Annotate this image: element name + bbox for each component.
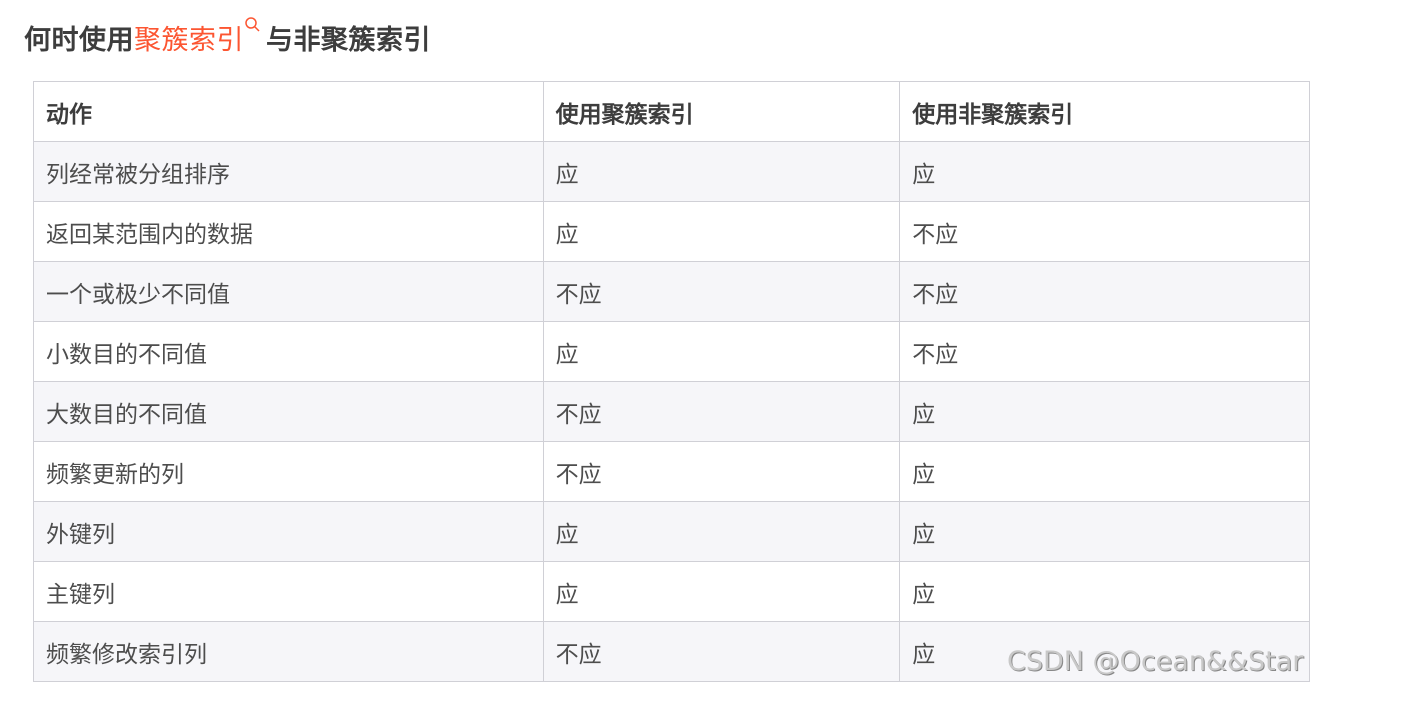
watermark: CSDN @Ocean&&Star [1007, 646, 1304, 677]
cell-clustered: 不应 [542, 441, 901, 502]
cell-clustered: 应 [542, 561, 901, 622]
cell-nonclustered: 应 [899, 381, 1310, 442]
index-usage-table: 动作 使用聚簇索引 使用非聚簇索引 列经常被分组排序应应返回某范围内的数据应不应… [33, 81, 1310, 682]
cell-action: 频繁修改索引列 [33, 621, 544, 682]
cell-nonclustered: 不应 [899, 261, 1310, 322]
cell-action: 主键列 [33, 561, 544, 622]
table-row: 列经常被分组排序应应 [33, 141, 1310, 202]
cell-action: 一个或极少不同值 [33, 261, 544, 322]
table-row: 小数目的不同值应不应 [33, 321, 1310, 382]
clustered-index-link[interactable]: 聚簇索引 [134, 25, 244, 56]
cell-action: 外键列 [33, 501, 544, 562]
page-title: 何时使用聚簇索引 与非聚簇索引 [24, 17, 431, 57]
cell-nonclustered: 应 [899, 141, 1310, 202]
table-row: 返回某范围内的数据应不应 [33, 201, 1310, 262]
title-suffix: 与非聚簇索引 [266, 25, 431, 56]
cell-nonclustered: 应 [899, 501, 1310, 562]
header-clustered: 使用聚簇索引 [542, 81, 901, 142]
table-row: 频繁修改索引列 不应应 [33, 621, 1310, 682]
cell-clustered: 应 [542, 141, 901, 202]
header-action: 动作 [33, 81, 544, 142]
cell-clustered: 不应 [542, 381, 901, 442]
cell-nonclustered: 不应 [899, 321, 1310, 382]
cell-action: 列经常被分组排序 [33, 141, 544, 202]
cell-clustered: 应 [542, 201, 901, 262]
cell-action: 小数目的不同值 [33, 321, 544, 382]
table-row: 频繁更新的列 不应应 [33, 441, 1310, 502]
cell-action: 大数目的不同值 [33, 381, 544, 442]
cell-clustered: 应 [542, 321, 901, 382]
title-prefix: 何时使用 [24, 25, 134, 56]
cell-nonclustered: 应 [899, 621, 1310, 682]
cell-clustered: 不应 [542, 621, 901, 682]
cell-clustered: 应 [542, 501, 901, 562]
cell-nonclustered: 应 [899, 561, 1310, 622]
cell-clustered: 不应 [542, 261, 901, 322]
table-header-row: 动作 使用聚簇索引 使用非聚簇索引 [33, 81, 1310, 142]
table-row: 大数目的不同值 不应应 [33, 381, 1310, 442]
table-row: 外键列应应 [33, 501, 1310, 562]
cell-nonclustered: 应 [899, 441, 1310, 502]
cell-nonclustered: 不应 [899, 201, 1310, 262]
table-row: 主键列应应 [33, 561, 1310, 622]
table-row: 一个或极少不同值 不应 不应 [33, 261, 1310, 322]
search-icon[interactable] [244, 17, 262, 40]
header-nonclustered: 使用非聚簇索引 [899, 81, 1310, 142]
cell-action: 频繁更新的列 [33, 441, 544, 502]
cell-action: 返回某范围内的数据 [33, 201, 544, 262]
